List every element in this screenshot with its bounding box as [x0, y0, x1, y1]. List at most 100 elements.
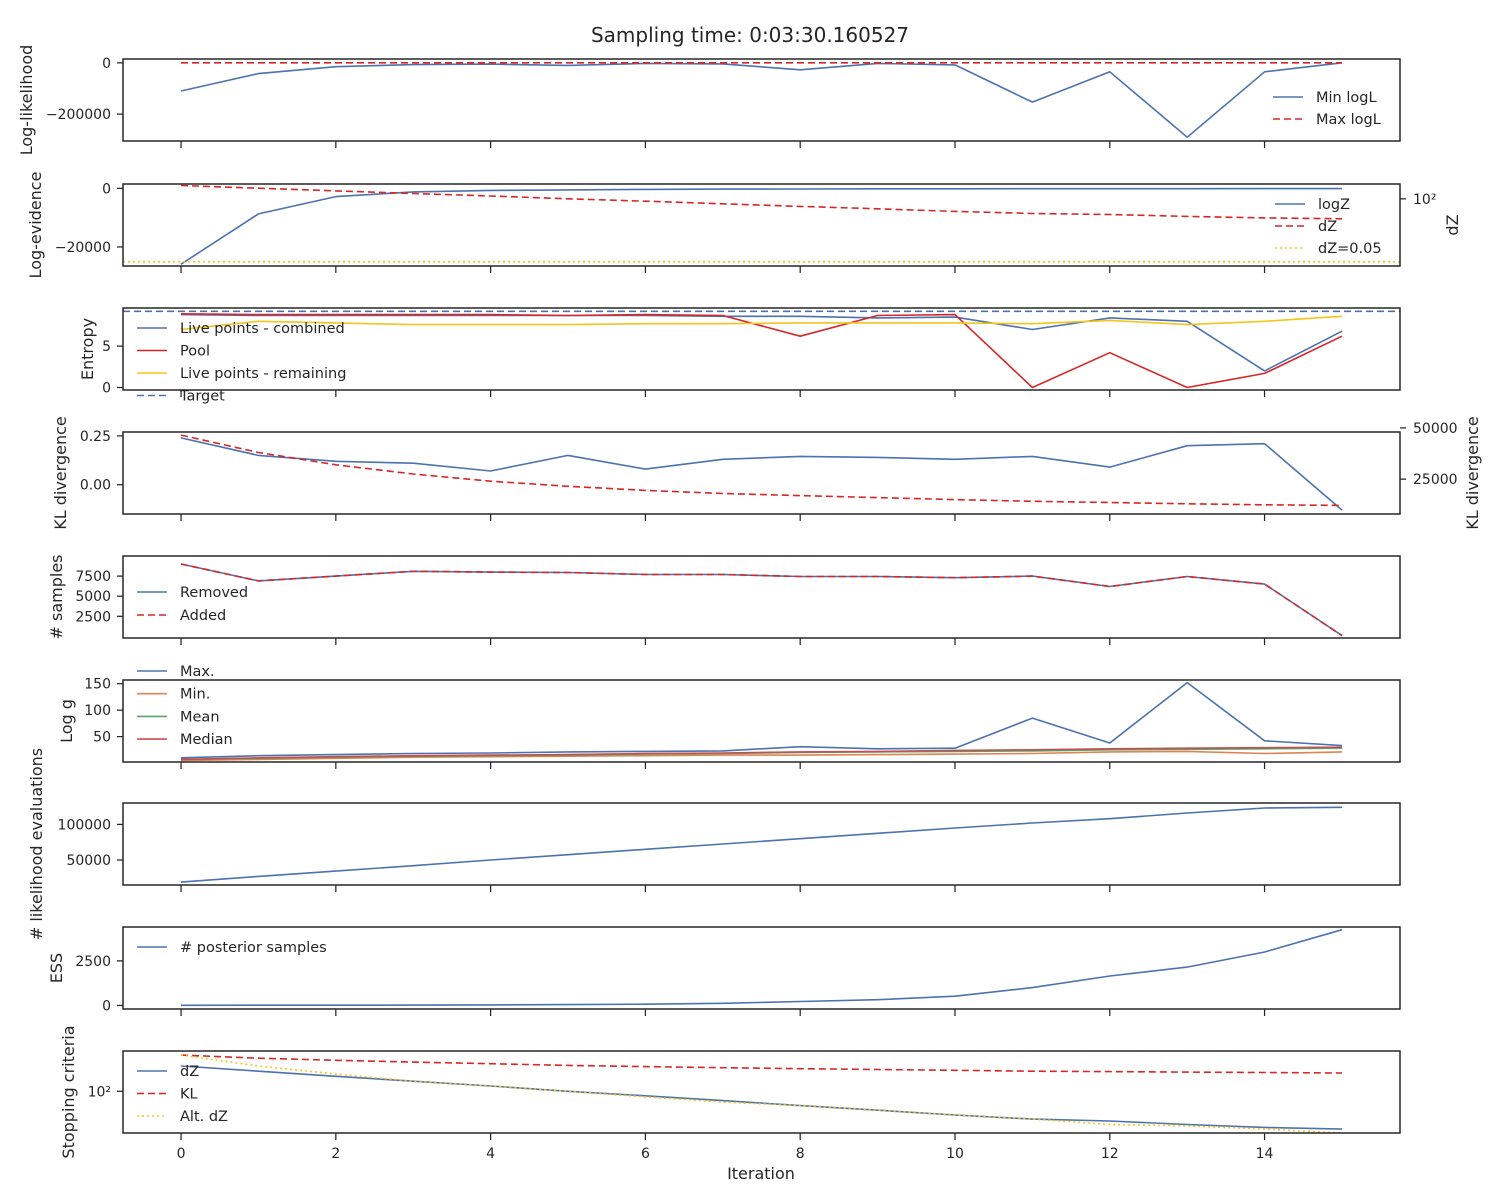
logg-axes-frame: [122, 679, 1401, 763]
logevidence-ytick-label: 0: [102, 181, 111, 197]
stopping-series-line-0: [180, 1065, 1343, 1130]
loglikelihood-series-line-0: [180, 62, 1343, 138]
loglikelihood-legend-label: Min logL: [1316, 90, 1377, 106]
stopping-xtick-label: 10: [946, 1146, 964, 1162]
stopping-xlabel: Iteration: [727, 1164, 795, 1183]
ess-axes-frame: [122, 926, 1401, 1010]
evaluations-ylabel: # likelihood evaluations: [27, 748, 46, 940]
stopping-series: [180, 1054, 1343, 1133]
stopping-xtick-label: 2: [331, 1146, 340, 1162]
entropy-series-line-1: [180, 313, 1343, 389]
loglikelihood-series: [180, 61, 1343, 138]
figure-title: Sampling time: 0:03:30.160527: [591, 23, 909, 47]
samples-legend: Removed Added: [137, 585, 248, 624]
kl-ytick-label: 0.25: [80, 429, 111, 445]
stopping-series-line-1: [180, 1054, 1343, 1074]
samples-series-line-1: [180, 563, 1343, 637]
panel-logg: 150 100 50 Log g Max. Min. Mean Median: [57, 664, 1401, 769]
logevidence-ytick-label: −20000: [55, 240, 111, 256]
kl-series-line-1: [180, 434, 1343, 507]
ess-series-line-0: [180, 928, 1343, 1007]
stopping-xtick-label: 8: [796, 1146, 805, 1162]
logevidence-legend-label: logZ: [1318, 197, 1350, 213]
logg-ytick-label: 100: [84, 703, 111, 719]
loglikelihood-legend: Min logL Max logL: [1273, 90, 1381, 128]
stopping-xtick-label: 4: [486, 1146, 495, 1162]
entropy-legend-label: Target: [179, 389, 225, 405]
panel-stopping: 10² 0 2 4 6 8 10 12 14 Iteration Stopping criteria…: [59, 1025, 1401, 1183]
panel-kl: 0.25 0.00 50000 25000 KL divergence KL diverg…: [51, 416, 1482, 529]
logevidence-legend-label: dZ: [1318, 219, 1337, 235]
ess-legend: # posterior samples: [137, 940, 327, 956]
logg-legend-label: Mean: [180, 709, 220, 725]
kl-ytick-label: 0.00: [80, 478, 111, 494]
logg-legend-label: Median: [180, 732, 233, 748]
stopping-ytick-label: 10²: [88, 1084, 111, 1100]
samples-ytick-label: 7500: [75, 569, 111, 585]
kl-axes-frame: [122, 431, 1401, 515]
loglikelihood-ytick-label: −200000: [46, 107, 111, 123]
stopping-axes-frame: [122, 1050, 1401, 1134]
logevidence-y2label: dZ: [1443, 214, 1462, 235]
logg-series-line-1: [180, 750, 1343, 762]
kl-y2tick-label: 25000: [1413, 472, 1458, 488]
kl-series-line-0: [180, 437, 1343, 511]
evaluations-ytick-label: 100000: [58, 817, 111, 833]
stopping-series-line-2: [180, 1054, 1343, 1133]
stopping-xtick-label: 0: [177, 1146, 186, 1162]
evaluations-series: [180, 806, 1343, 883]
logevidence-series: [123, 184, 1400, 265]
kl-series: [180, 434, 1343, 511]
ess-ytick-label: 0: [102, 998, 111, 1014]
stopping-legend-label: KL: [180, 1087, 198, 1103]
logg-legend-label: Max.: [180, 664, 215, 680]
stopping-legend-label: dZ: [180, 1064, 199, 1080]
samples-axes-frame: [122, 555, 1401, 639]
samples-series: [180, 563, 1343, 637]
samples-ytick-label: 5000: [75, 589, 111, 605]
loglikelihood-legend-label: Max logL: [1316, 112, 1381, 128]
stopping-legend-label: Alt. dZ: [180, 1109, 228, 1125]
panel-ess: 2500 0 ESS # posterior samples: [47, 926, 1401, 1016]
entropy-legend-label: Live points - combined: [180, 321, 345, 337]
logevidence-legend: logZ dZ dZ=0.05: [1275, 197, 1382, 257]
panel-logevidence: 0 −20000 10² Log-evidence dZ logZ dZ dZ=0.05: [26, 172, 1462, 279]
logevidence-y2tick-label: 10²: [1413, 192, 1436, 208]
evaluations-axes-frame: [122, 802, 1401, 886]
entropy-legend: Live points - combined Pool Live points - …: [137, 321, 346, 405]
ess-legend-label: # posterior samples: [180, 940, 327, 956]
stopping-xtick-label: 12: [1101, 1146, 1119, 1162]
evaluations-series-line-0: [180, 806, 1343, 883]
entropy-ytick-label: 0: [102, 381, 111, 397]
logg-series: [180, 681, 1343, 762]
panel-samples: 7500 5000 2500 # samples Removed Added: [47, 555, 1401, 645]
entropy-ytick-label: 5: [102, 339, 111, 355]
logg-series-line-0: [180, 681, 1343, 759]
loglikelihood-axes-frame: [122, 58, 1401, 142]
ess-ylabel: ESS: [47, 953, 66, 983]
entropy-series: [123, 310, 1400, 389]
panel-loglikelihood: 0 −200000 Log-likelihood Min logL Max logL: [17, 45, 1401, 156]
entropy-legend-label: Pool: [180, 344, 210, 360]
stopping-legend: dZ KL Alt. dZ: [137, 1064, 228, 1125]
samples-legend-label: Added: [180, 608, 226, 624]
stopping-xtick-label: 6: [641, 1146, 650, 1162]
loglikelihood-ytick-label: 0: [102, 56, 111, 72]
logevidence-series-line-0: [180, 187, 1342, 265]
logevidence-legend-label: dZ=0.05: [1318, 241, 1382, 257]
logg-ylabel: Log g: [57, 699, 76, 743]
samples-legend-label: Removed: [180, 585, 248, 601]
entropy-series-line-2: [180, 315, 1343, 331]
evaluations-ytick-label: 50000: [66, 853, 111, 869]
logevidence-axes-frame: [122, 183, 1401, 267]
logg-legend: Max. Min. Mean Median: [137, 664, 233, 748]
entropy-series-line-0: [180, 313, 1343, 372]
logg-ytick-label: 50: [93, 730, 111, 746]
logg-ytick-label: 150: [84, 677, 111, 693]
samples-ytick-label: 2500: [75, 609, 111, 625]
kl-y2label: KL divergence: [1463, 416, 1482, 529]
loglikelihood-ylabel: Log-likelihood: [17, 45, 36, 156]
